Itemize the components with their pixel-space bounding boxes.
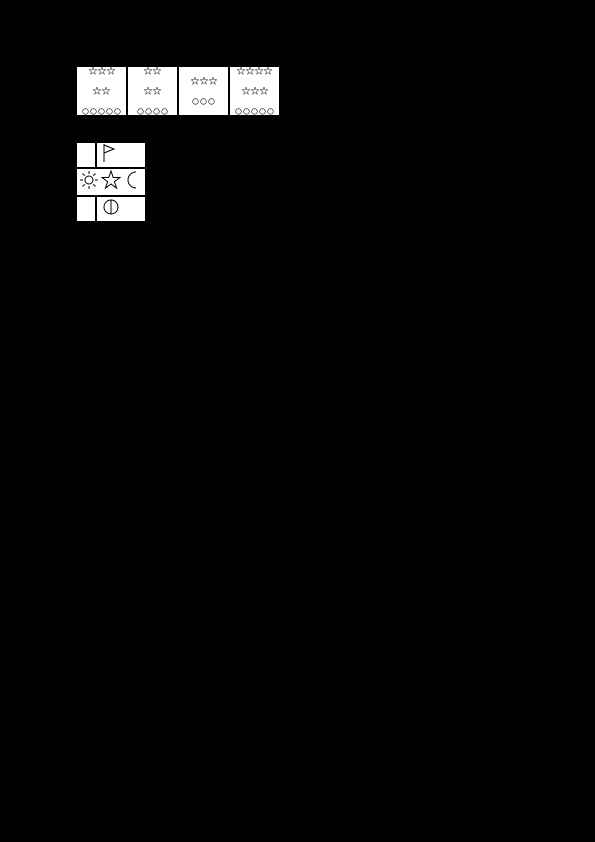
flag-icon <box>101 143 117 168</box>
star-icon <box>102 82 110 100</box>
star-icon <box>153 62 161 80</box>
pattern-cell-0 <box>76 66 127 116</box>
stars-row <box>93 82 110 100</box>
circle-icon <box>192 92 199 110</box>
phi-circle-icon <box>101 197 121 222</box>
bottom-row-0 <box>76 142 146 168</box>
blank-cell <box>76 142 96 168</box>
bottom-block <box>76 142 146 222</box>
star-icon <box>209 52 217 70</box>
circle-icon <box>106 102 113 120</box>
bottom-row-1 <box>76 168 146 196</box>
stars-row <box>191 72 217 90</box>
bottom-row-2 <box>76 196 146 222</box>
pattern-cell-3 <box>229 66 280 116</box>
stars-row <box>191 52 217 70</box>
circle-icon <box>251 102 258 120</box>
flag-cell <box>96 142 146 168</box>
star-icon <box>237 62 245 80</box>
star-icon <box>264 62 272 80</box>
circle-icon <box>200 92 207 110</box>
star-icon <box>153 82 161 100</box>
star-icon <box>200 52 208 70</box>
circle-icon <box>235 102 242 120</box>
star-icon <box>242 82 250 100</box>
star-icon <box>209 72 217 90</box>
pattern-cell-2 <box>178 66 229 116</box>
circle-icon <box>161 102 168 120</box>
circles-row <box>196 112 211 130</box>
circles-row <box>137 102 168 120</box>
circles-row <box>192 92 215 110</box>
moon-icon <box>123 170 143 195</box>
star-icon <box>98 62 106 80</box>
circles-row <box>235 102 274 120</box>
circle-icon <box>259 102 266 120</box>
circle-icon <box>114 102 121 120</box>
star-icon <box>255 62 263 80</box>
circle-icon <box>137 102 144 120</box>
star-icon <box>191 52 199 70</box>
blank-cell-2 <box>76 196 96 222</box>
top-block-row <box>76 66 280 116</box>
circle-icon <box>196 112 203 130</box>
circle-icon <box>208 92 215 110</box>
star-icon <box>144 82 152 100</box>
circle-icon <box>98 102 105 120</box>
top-block <box>76 66 280 116</box>
star-icon <box>200 72 208 90</box>
star-icon <box>101 170 121 195</box>
stars-row <box>89 62 115 80</box>
circle-icon <box>153 102 160 120</box>
stars-row <box>242 82 268 100</box>
star-icon <box>246 62 254 80</box>
pattern-cell-1 <box>127 66 178 116</box>
phi-cell <box>96 196 146 222</box>
star-icon <box>260 82 268 100</box>
circle-icon <box>243 102 250 120</box>
stars-row <box>144 62 161 80</box>
stars-row <box>144 82 161 100</box>
circle-icon <box>267 102 274 120</box>
circle-icon <box>90 102 97 120</box>
circle-icon <box>82 102 89 120</box>
star-icon <box>191 72 199 90</box>
circle-icon <box>145 102 152 120</box>
star-icon <box>251 82 259 100</box>
star-icon <box>93 82 101 100</box>
star-icon <box>89 62 97 80</box>
star-icon <box>107 62 115 80</box>
stars-row <box>237 62 272 80</box>
star-icon <box>144 62 152 80</box>
circles-row <box>82 102 121 120</box>
icons-cell <box>76 168 146 196</box>
circle-icon <box>204 112 211 130</box>
sun-icon <box>79 170 99 195</box>
